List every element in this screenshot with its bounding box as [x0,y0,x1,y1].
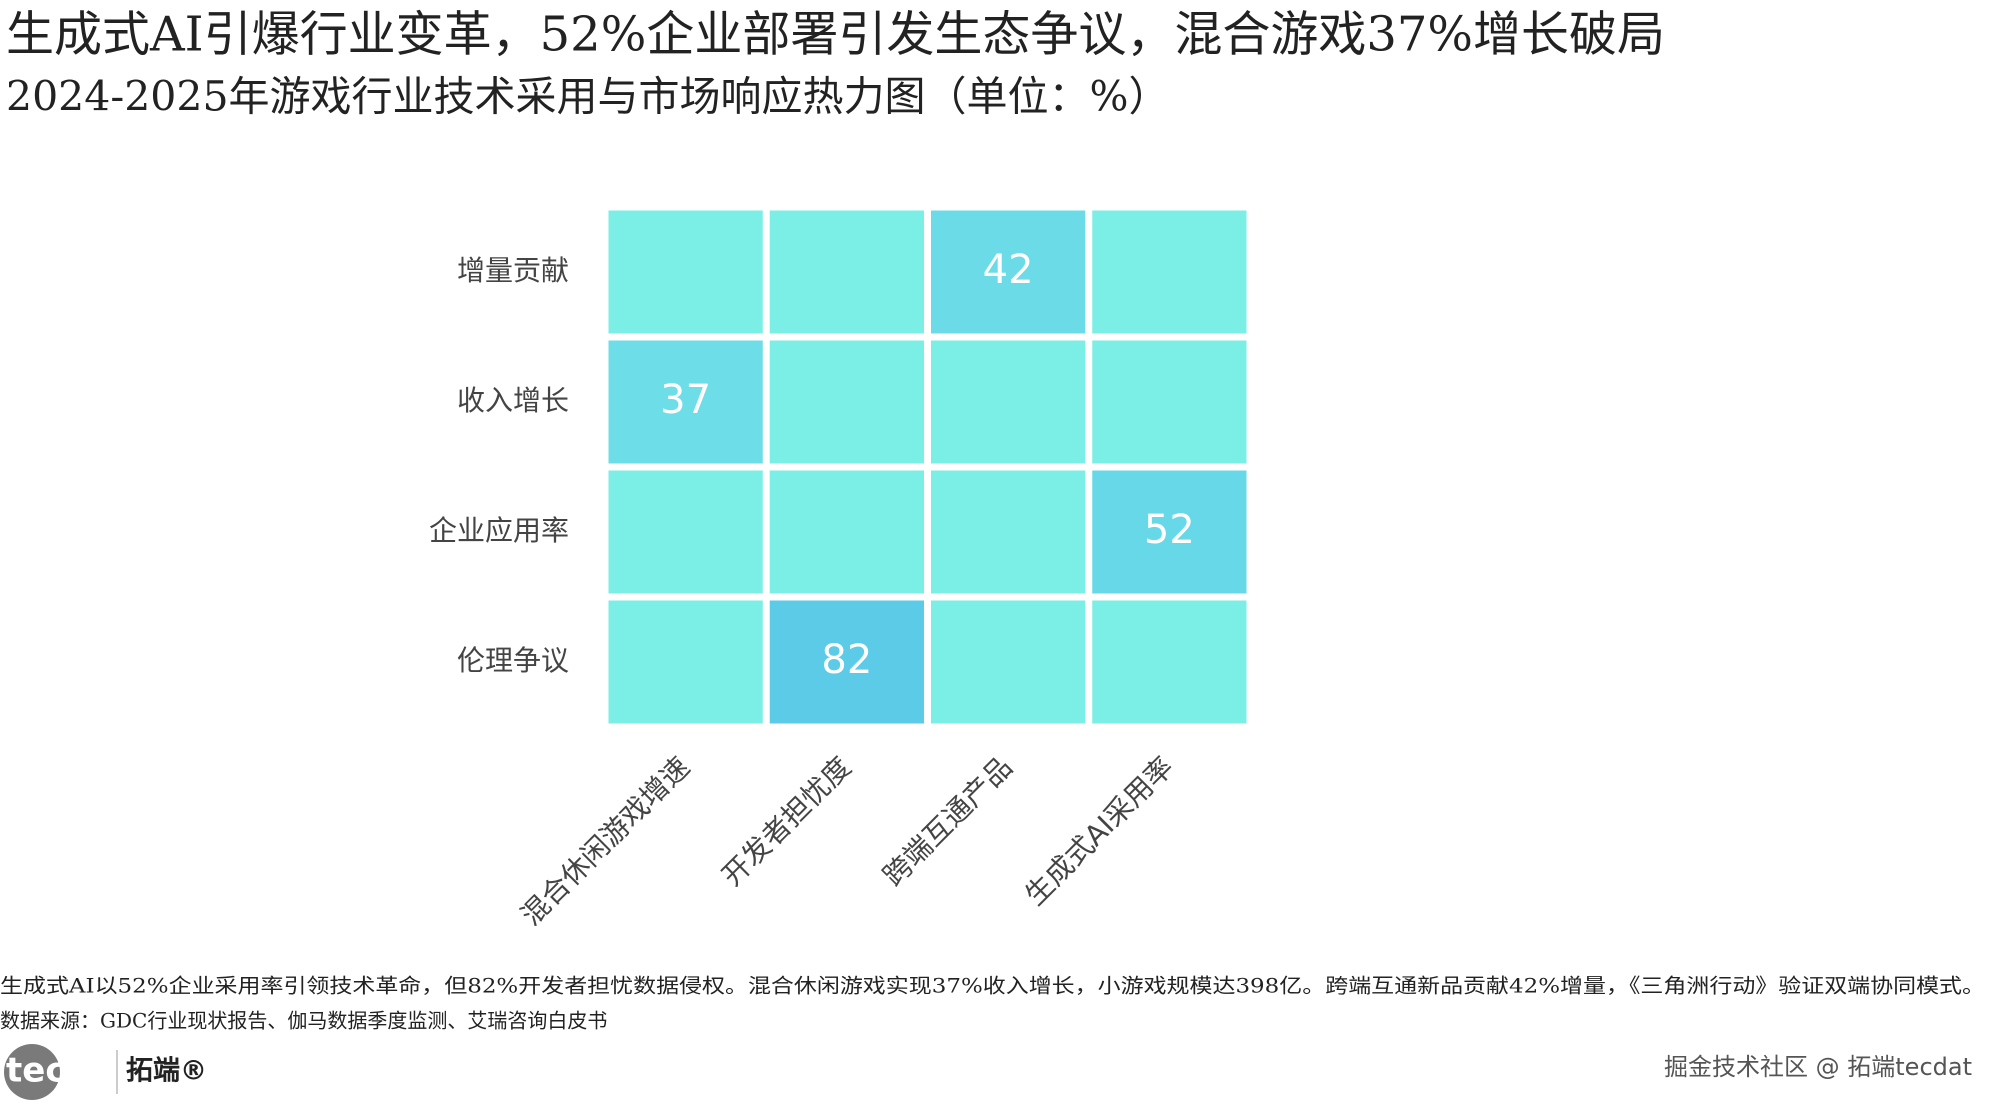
y-tick-label: 增量贡献 [457,254,569,287]
y-tick-label: 企业应用率 [429,514,569,547]
value-label: 52 [1144,507,1195,553]
heatmap-cell [931,210,1086,334]
chart-title: 生成式AI引爆行业变革，52%企业部署引发生态争议，混合游戏37%增长破局 [6,7,1665,63]
heatmap-cell [931,470,1086,594]
chart-subtitle: 2024-2025年游戏行业技术采用与市场响应热力图（单位：%） [6,73,1170,121]
heatmap-cell [1092,600,1247,724]
heatmap-cell [608,470,763,594]
x-tick-label: 跨端互通产品 [877,750,1019,892]
x-tick-label: 混合休闲游戏增速 [514,750,696,932]
brand: 拓端® [126,1056,207,1087]
heatmap-cell [769,210,924,334]
heatmap-cell [1092,340,1247,464]
x-tick-label: 开发者担忧度 [715,750,857,892]
value-label: 37 [660,377,711,423]
logo-circle [4,1044,60,1100]
heatmap-cell [1092,470,1247,594]
heatmap-cell [608,600,763,724]
heatmap-cell [1092,210,1247,334]
heatmap-cell [931,340,1086,464]
heatmap-cell [769,470,924,594]
note: 生成式AI以52%企业采用率引领技术革命，但82%开发者担忧数据侵权。混合休闲游… [0,974,1985,998]
source: 数据来源：GDC行业现状报告、伽马数据季度监测、艾瑞咨询白皮书 [0,1009,607,1033]
heatmap-cell [931,600,1086,724]
heatmap-cell [769,600,924,724]
y-tick-label: 收入增长 [457,384,569,417]
heatmap-cell [608,340,763,464]
value-label: 42 [983,247,1034,293]
heatmap-cell [769,340,924,464]
heatmap-cell [608,210,763,334]
logo: tecdat [6,1051,129,1091]
value-label: 82 [821,637,872,683]
watermark: 掘金技术社区 @ 拓端tecdat [1664,1053,1972,1081]
x-tick-label: 生成式AI采用率 [1018,750,1180,912]
y-tick-label: 伦理争议 [457,644,569,677]
